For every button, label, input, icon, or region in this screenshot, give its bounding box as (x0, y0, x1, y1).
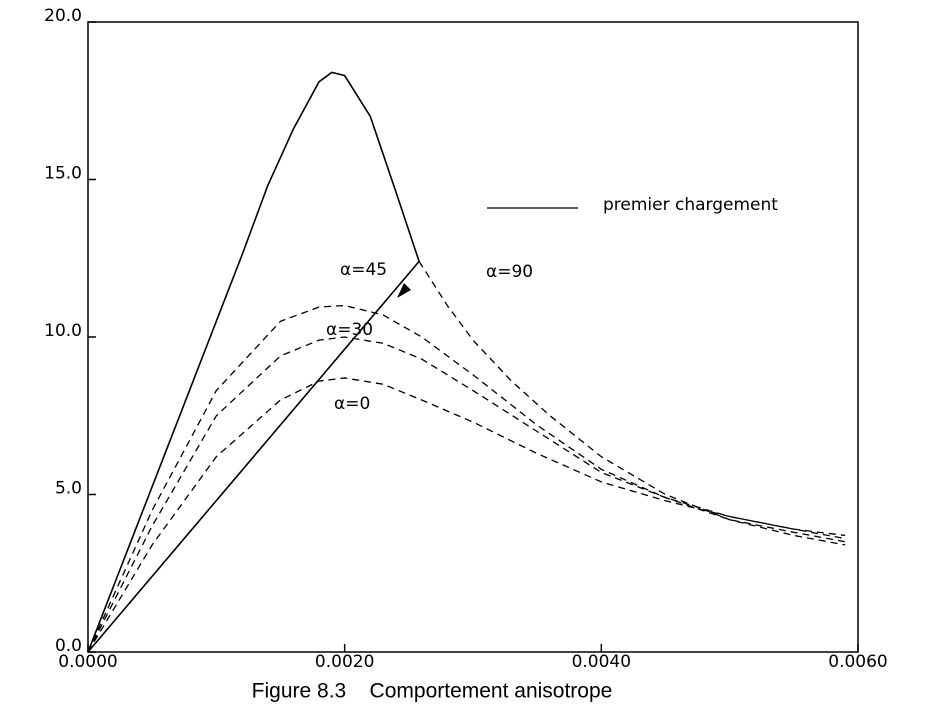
line (87, 336, 846, 653)
y-tick-label: 5.0 (55, 479, 82, 499)
line (87, 71, 420, 653)
legend-label: premier chargement (603, 195, 778, 215)
annotation: α=45 (340, 260, 387, 280)
x-tick-label: 0.0060 (828, 652, 887, 672)
line (418, 261, 846, 546)
annotation: α=90 (486, 262, 533, 282)
y-tick-label: 0.0 (55, 636, 82, 656)
y-tick-label: 10.0 (44, 321, 82, 341)
x-tick-label: 0.0000 (58, 652, 117, 672)
x-tick-label: 0.0020 (315, 652, 374, 672)
plot-frame (87, 21, 859, 653)
x-tick-label: 0.0040 (572, 652, 631, 672)
y-tick-label: 15.0 (44, 164, 82, 184)
annotation: α=30 (326, 320, 373, 340)
line (87, 377, 846, 653)
arrow (397, 283, 411, 298)
annotation: α=0 (334, 394, 370, 414)
caption: Figure 8.3 Comportement anisotrope (252, 680, 613, 703)
y-tick-label: 20.0 (44, 6, 82, 26)
line (87, 260, 420, 653)
